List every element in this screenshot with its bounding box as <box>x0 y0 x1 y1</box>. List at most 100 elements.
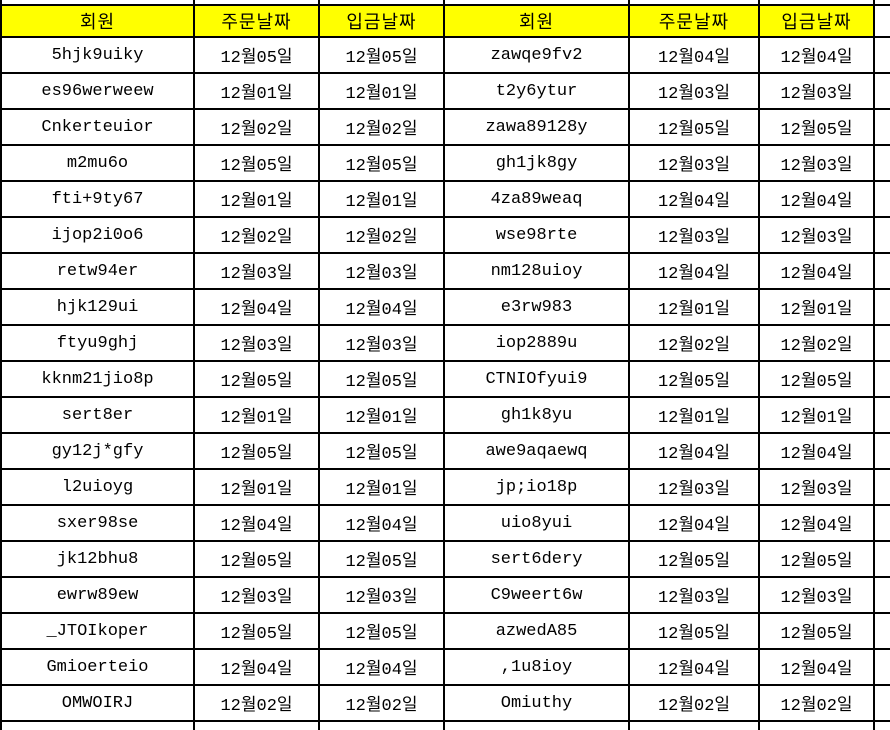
member-cell[interactable]: sert6dery <box>445 542 630 578</box>
member-cell[interactable]: ,1u8ioy <box>445 650 630 686</box>
member-cell[interactable]: ewrw89ew <box>0 578 195 614</box>
deposit-date-cell[interactable]: 12월03일 <box>760 74 875 110</box>
order-date-cell[interactable]: 12월05일 <box>630 362 760 398</box>
deposit-date-cell[interactable]: 12월03일 <box>760 146 875 182</box>
deposit-date-cell[interactable]: 12월01일 <box>320 470 445 506</box>
order-date-cell[interactable]: 12월04일 <box>195 650 320 686</box>
deposit-date-cell[interactable]: 12월03일 <box>760 578 875 614</box>
member-cell[interactable]: iop2889u <box>445 326 630 362</box>
member-cell[interactable]: l2uioyg <box>0 470 195 506</box>
deposit-date-cell[interactable]: 12월05일 <box>320 614 445 650</box>
order-date-cell[interactable]: 12월05일 <box>630 110 760 146</box>
order-date-cell[interactable]: 12월01일 <box>195 398 320 434</box>
order-date-cell[interactable]: 12월03일 <box>195 254 320 290</box>
deposit-date-cell[interactable]: 12월04일 <box>760 182 875 218</box>
member-cell[interactable]: ftyu9ghj <box>0 326 195 362</box>
order-date-cell[interactable]: 12월02일 <box>195 686 320 722</box>
order-date-cell[interactable]: 12월03일 <box>630 578 760 614</box>
deposit-date-cell[interactable]: 12월04일 <box>320 290 445 326</box>
order-date-cell[interactable]: 12월04일 <box>630 434 760 470</box>
member-cell[interactable]: gh1jk8gy <box>445 146 630 182</box>
member-cell[interactable]: sxer98se <box>0 506 195 542</box>
order-date-cell[interactable]: 12월04일 <box>630 650 760 686</box>
deposit-date-cell[interactable]: 12월05일 <box>760 110 875 146</box>
deposit-date-cell[interactable]: 12월04일 <box>320 506 445 542</box>
member-cell[interactable]: hjk129ui <box>0 290 195 326</box>
order-date-cell[interactable]: 12월05일 <box>195 146 320 182</box>
deposit-date-cell[interactable]: 12월05일 <box>760 542 875 578</box>
deposit-date-cell[interactable]: 12월05일 <box>320 434 445 470</box>
member-cell[interactable]: gy12j*gfy <box>0 434 195 470</box>
order-date-cell[interactable]: 12월01일 <box>195 74 320 110</box>
member-cell[interactable]: retw94er <box>0 254 195 290</box>
order-date-cell[interactable]: 12월01일 <box>195 182 320 218</box>
order-date-cell[interactable]: 12월03일 <box>630 218 760 254</box>
order-date-cell[interactable]: 12월04일 <box>195 506 320 542</box>
deposit-date-cell[interactable]: 12월04일 <box>760 38 875 74</box>
member-cell[interactable]: sert8er <box>0 398 195 434</box>
deposit-date-cell[interactable]: 12월05일 <box>760 614 875 650</box>
member-cell[interactable]: C9weert6w <box>445 578 630 614</box>
member-cell[interactable]: fti+9ty67 <box>0 182 195 218</box>
order-date-cell[interactable]: 12월03일 <box>630 74 760 110</box>
header-deposit-date-left[interactable]: 입금날짜 <box>320 6 445 38</box>
order-date-cell[interactable]: 12월01일 <box>195 470 320 506</box>
deposit-date-cell[interactable]: 12월05일 <box>320 146 445 182</box>
header-deposit-date-right[interactable]: 입금날짜 <box>760 6 875 38</box>
header-member-right[interactable]: 회원 <box>445 6 630 38</box>
deposit-date-cell[interactable]: 12월05일 <box>320 38 445 74</box>
member-cell[interactable]: 4za89weaq <box>445 182 630 218</box>
deposit-date-cell[interactable]: 12월01일 <box>320 182 445 218</box>
deposit-date-cell[interactable]: 12월04일 <box>320 650 445 686</box>
deposit-date-cell[interactable]: 12월04일 <box>760 434 875 470</box>
member-cell[interactable]: zawa89128y <box>445 110 630 146</box>
order-date-cell[interactable]: 12월04일 <box>195 290 320 326</box>
deposit-date-cell[interactable]: 12월01일 <box>320 74 445 110</box>
order-date-cell[interactable]: 12월05일 <box>195 614 320 650</box>
member-cell[interactable]: ijop2i0o6 <box>0 218 195 254</box>
member-cell[interactable]: m2mu6o <box>0 146 195 182</box>
order-date-cell[interactable]: 12월02일 <box>630 686 760 722</box>
deposit-date-cell[interactable]: 12월01일 <box>760 290 875 326</box>
member-cell[interactable]: Omiuthy <box>445 686 630 722</box>
deposit-date-cell[interactable]: 12월03일 <box>760 470 875 506</box>
deposit-date-cell[interactable]: 12월04일 <box>760 254 875 290</box>
member-cell[interactable]: azwedA85 <box>445 614 630 650</box>
deposit-date-cell[interactable]: 12월02일 <box>320 686 445 722</box>
deposit-date-cell[interactable]: 12월02일 <box>320 110 445 146</box>
member-cell[interactable]: Cnkerteuior <box>0 110 195 146</box>
member-cell[interactable]: _JTOIkoper <box>0 614 195 650</box>
deposit-date-cell[interactable]: 12월03일 <box>760 218 875 254</box>
deposit-date-cell[interactable]: 12월04일 <box>760 506 875 542</box>
member-cell[interactable]: nm128uioy <box>445 254 630 290</box>
member-cell[interactable]: es96werweew <box>0 74 195 110</box>
deposit-date-cell[interactable]: 12월02일 <box>760 686 875 722</box>
order-date-cell[interactable]: 12월05일 <box>630 614 760 650</box>
member-cell[interactable]: OMWOIRJ <box>0 686 195 722</box>
header-order-date-right[interactable]: 주문날짜 <box>630 6 760 38</box>
deposit-date-cell[interactable]: 12월05일 <box>320 362 445 398</box>
order-date-cell[interactable]: 12월05일 <box>630 542 760 578</box>
deposit-date-cell[interactable]: 12월02일 <box>320 218 445 254</box>
member-cell[interactable]: wse98rte <box>445 218 630 254</box>
member-cell[interactable]: t2y6ytur <box>445 74 630 110</box>
order-date-cell[interactable]: 12월02일 <box>195 110 320 146</box>
order-date-cell[interactable]: 12월03일 <box>195 578 320 614</box>
member-cell[interactable]: zawqe9fv2 <box>445 38 630 74</box>
member-cell[interactable]: 5hjk9uiky <box>0 38 195 74</box>
member-cell[interactable]: e3rw983 <box>445 290 630 326</box>
order-date-cell[interactable]: 12월05일 <box>195 38 320 74</box>
deposit-date-cell[interactable]: 12월05일 <box>320 542 445 578</box>
member-cell[interactable]: kknm21jio8p <box>0 362 195 398</box>
member-cell[interactable]: uio8yui <box>445 506 630 542</box>
order-date-cell[interactable]: 12월03일 <box>630 470 760 506</box>
deposit-date-cell[interactable]: 12월01일 <box>760 398 875 434</box>
order-date-cell[interactable]: 12월01일 <box>630 290 760 326</box>
deposit-date-cell[interactable]: 12월03일 <box>320 578 445 614</box>
deposit-date-cell[interactable]: 12월03일 <box>320 326 445 362</box>
order-date-cell[interactable]: 12월02일 <box>195 218 320 254</box>
deposit-date-cell[interactable]: 12월04일 <box>760 650 875 686</box>
member-cell[interactable]: Gmioerteio <box>0 650 195 686</box>
order-date-cell[interactable]: 12월04일 <box>630 506 760 542</box>
order-date-cell[interactable]: 12월05일 <box>195 362 320 398</box>
